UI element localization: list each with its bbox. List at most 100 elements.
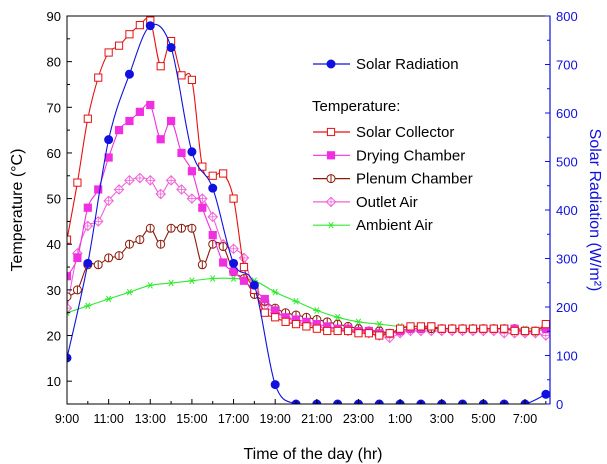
data-point [354,318,363,326]
data-point [343,326,353,336]
y-left-tick-label: 90 [47,9,61,24]
data-point [135,21,144,30]
legend-label: Drying Chamber [356,147,465,164]
data-point [416,322,426,331]
data-point [458,324,467,333]
data-point [67,292,72,302]
series-solar-collector [67,16,550,340]
y-right-tick-label: 600 [556,106,578,121]
y-right-tick-label: 800 [556,9,578,24]
data-point [94,73,103,82]
data-point [229,194,238,203]
data-point [291,320,301,329]
x-tick-label: 13:00 [135,412,166,426]
data-point [333,326,342,336]
data-point [125,116,134,126]
y-left-tick-label: 10 [47,374,61,389]
data-point [208,231,217,240]
data-point [229,258,239,268]
data-point [114,251,124,261]
data-point [177,71,186,80]
data-point [187,147,197,157]
data-point [427,322,436,331]
data-point [437,324,446,333]
data-point [166,223,176,233]
data-point [541,389,550,399]
data-point [208,183,218,193]
legend-label: Solar Collector [356,124,454,141]
data-point [114,41,124,50]
data-point [94,185,103,194]
data-point [124,69,134,79]
data-point [114,126,124,135]
series-layer [67,16,550,404]
data-point [83,114,92,123]
data-point [541,320,550,329]
data-point [229,267,238,276]
data-point [84,302,92,310]
data-point [197,260,207,270]
data-point [166,43,176,53]
left-y-axis-title: Temperature (°C) [9,149,26,272]
x-tick-label: 3:00 [430,412,454,426]
series-line [67,103,546,335]
legend-swatch-marker [327,221,335,229]
legend-entry-ambient-air: Ambient Air [313,217,433,234]
legend-entry-outlet-air: Outlet Air [313,194,418,211]
data-point [135,235,145,245]
data-point [125,288,134,296]
legend: Temperature: Solar Radiation Solar Collec… [312,56,473,234]
x-tick-label: 23:00 [343,412,374,426]
data-point [135,107,144,116]
plot-frame [66,15,551,405]
data-point [146,281,154,289]
data-point [73,253,82,263]
data-point [83,258,93,268]
data-point [468,324,478,333]
data-point [82,220,94,232]
x-tick-label: 1:00 [388,412,412,426]
y-left-tick-label: 80 [47,55,61,70]
x-tick-label: 5:00 [471,412,495,426]
data-point [228,243,239,255]
legend-header: Temperature: [312,98,400,115]
data-point [167,279,175,287]
y-left-tick-label: 20 [47,329,61,344]
data-point [105,295,113,303]
axis-layer: 10 20 30 40 50 60 70 80 90 0 100 200 300 400 500 600 700… [47,9,578,426]
data-point [239,276,249,285]
y-left-tick-label: 30 [47,283,61,298]
data-point [124,175,135,186]
data-point [166,116,176,126]
data-point [270,380,280,390]
y-right-tick-label: 700 [556,58,578,73]
legend-swatch-marker [325,196,337,208]
y-right-tick-label: 400 [556,203,578,218]
data-point [145,223,155,233]
data-point [271,288,279,296]
data-point [73,178,82,187]
x-tick-label: 17:00 [218,412,249,426]
legend-label: Outlet Air [356,194,418,211]
data-point [271,306,280,315]
x-tick-label: 21:00 [301,412,332,426]
data-point [448,324,457,333]
data-point [124,239,134,249]
x-axis-title: Time of the day (hr) [243,446,382,463]
data-point [83,203,92,212]
data-point [104,253,114,263]
data-point [292,297,300,305]
data-point [104,48,113,57]
data-point [219,258,228,267]
data-point [187,223,197,233]
legend-label: Ambient Air [356,217,433,234]
data-point [134,172,146,184]
data-point [406,322,415,331]
y-right-tick-label: 300 [556,252,578,267]
data-point [209,275,217,282]
x-tick-label: 19:00 [260,412,291,426]
data-point [208,171,217,180]
data-point [177,148,186,158]
x-tick-label: 9:00 [55,412,79,426]
